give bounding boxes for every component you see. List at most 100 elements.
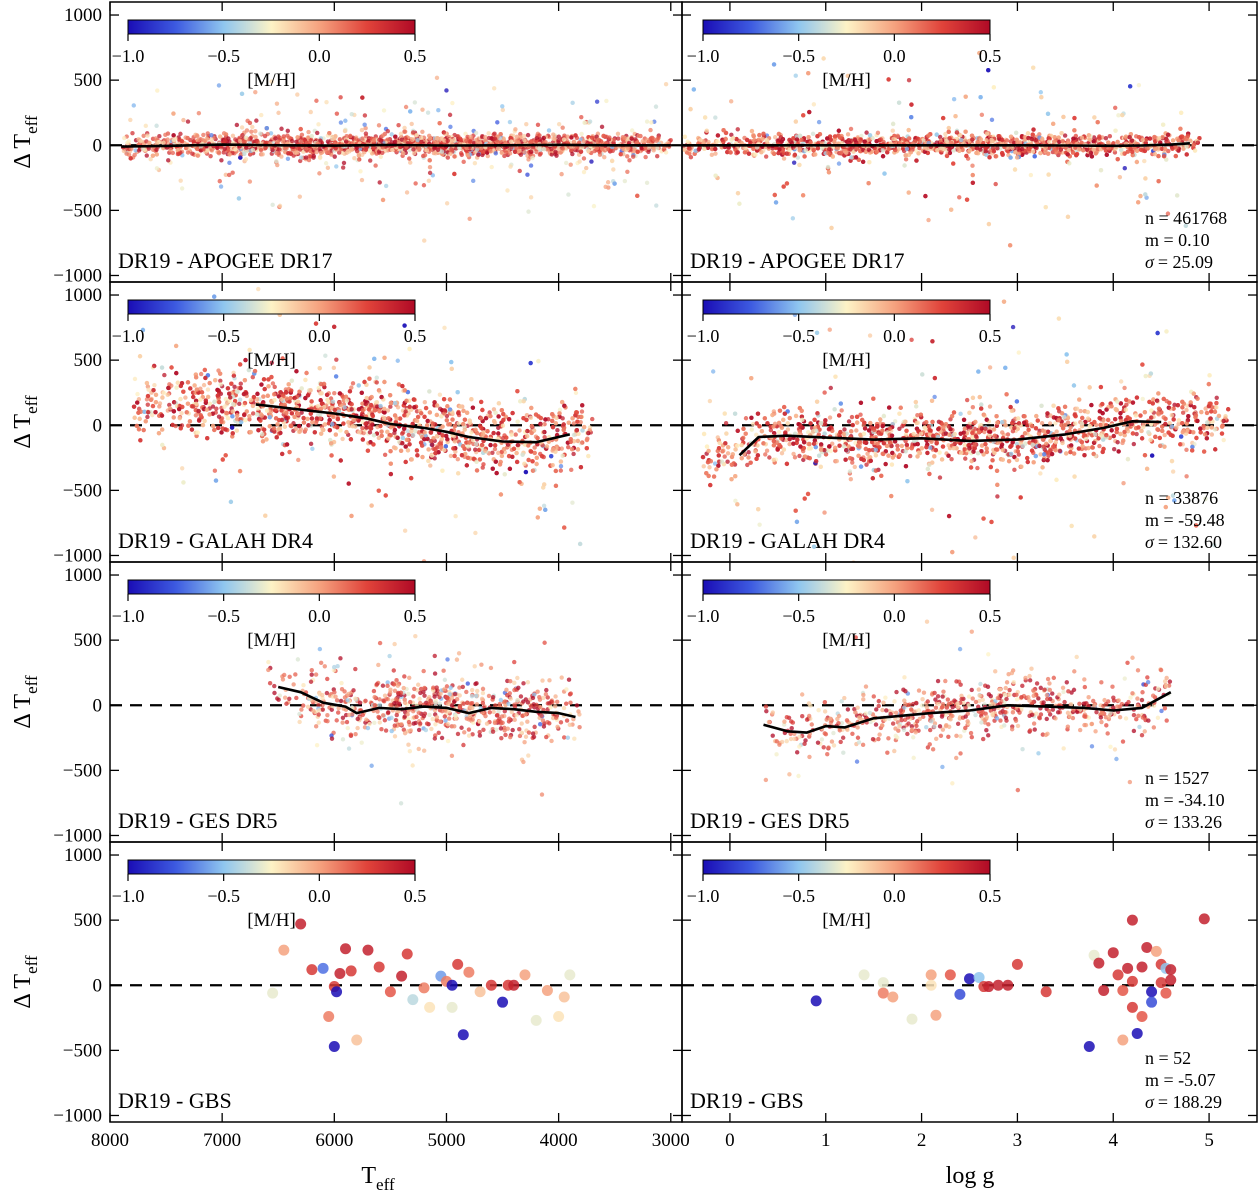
scatter-point bbox=[896, 100, 902, 105]
scatter-point bbox=[792, 152, 798, 158]
scatter-point bbox=[1052, 134, 1057, 140]
scatter-point bbox=[1135, 200, 1141, 205]
scatter-point bbox=[832, 134, 838, 139]
scatter-point bbox=[185, 150, 191, 155]
scatter-point bbox=[461, 159, 466, 165]
scatter-point bbox=[995, 146, 1000, 151]
scatter-point bbox=[990, 146, 996, 151]
scatter-point bbox=[434, 75, 440, 81]
scatter-point bbox=[938, 146, 944, 151]
scatter-point bbox=[295, 135, 300, 140]
scatter-point bbox=[1014, 155, 1020, 160]
scatter-point bbox=[1045, 111, 1051, 117]
scatter-point bbox=[1118, 147, 1124, 153]
scatter-point bbox=[1097, 136, 1102, 141]
scatter-point bbox=[445, 138, 450, 144]
scatter-point bbox=[983, 145, 988, 151]
scatter-point bbox=[311, 155, 316, 160]
scatter-point bbox=[166, 158, 171, 163]
scatter-point bbox=[1115, 139, 1120, 145]
scatter-point bbox=[1072, 115, 1077, 121]
scatter-point bbox=[1170, 138, 1176, 143]
scatter-point bbox=[312, 145, 318, 151]
scatter-point bbox=[760, 136, 765, 142]
scatter-point bbox=[1176, 148, 1181, 153]
scatter-point bbox=[299, 139, 304, 144]
scatter-point bbox=[560, 146, 565, 151]
scatter-point bbox=[226, 172, 232, 178]
scatter-point bbox=[163, 132, 168, 138]
scatter-point bbox=[902, 163, 907, 168]
scatter-point bbox=[448, 124, 453, 130]
scatter-point bbox=[776, 150, 781, 156]
scatter-point bbox=[582, 120, 587, 125]
scatter-point bbox=[635, 193, 640, 199]
scatter-point bbox=[790, 216, 796, 221]
scatter-point bbox=[441, 130, 447, 135]
scatter-point bbox=[549, 146, 554, 152]
scatter-point bbox=[422, 152, 428, 158]
scatter-point bbox=[609, 158, 615, 164]
scatter-point bbox=[517, 168, 522, 174]
scatter-point bbox=[471, 140, 477, 146]
scatter-point bbox=[195, 133, 200, 139]
scatter-point bbox=[500, 104, 505, 109]
scatter-point bbox=[1152, 146, 1158, 152]
scatter-point bbox=[909, 102, 914, 107]
scatter-point bbox=[389, 132, 394, 137]
scatter-point bbox=[584, 165, 589, 171]
scatter-point bbox=[802, 154, 807, 159]
scatter-point bbox=[859, 133, 864, 139]
scatter-point bbox=[218, 184, 224, 189]
scatter-point bbox=[1016, 151, 1022, 157]
scatter-point bbox=[1094, 183, 1099, 188]
scatter-point bbox=[1070, 150, 1076, 155]
scatter-point bbox=[185, 135, 190, 141]
colorbar-tick-label: 0.5 bbox=[979, 46, 1002, 66]
scatter-point bbox=[1128, 146, 1133, 151]
scatter-point bbox=[776, 131, 782, 137]
scatter-point bbox=[371, 145, 376, 151]
panel-data bbox=[110, 286, 682, 562]
scatter-point bbox=[791, 160, 797, 165]
scatter-point bbox=[1029, 137, 1035, 142]
scatter-point bbox=[492, 131, 497, 136]
scatter-point bbox=[318, 150, 324, 156]
scatter-point bbox=[242, 151, 247, 157]
scatter-point bbox=[408, 160, 413, 165]
scatter-point bbox=[279, 154, 284, 159]
scatter-point bbox=[334, 164, 339, 169]
scatter-point bbox=[546, 128, 552, 133]
scatter-point bbox=[906, 190, 911, 195]
scatter-point bbox=[338, 120, 344, 125]
scatter-point bbox=[1091, 135, 1097, 140]
scatter-point bbox=[1015, 140, 1020, 145]
scatter-point bbox=[1010, 145, 1015, 151]
scatter-point bbox=[304, 146, 309, 151]
scatter-point bbox=[136, 148, 142, 153]
scatter-point bbox=[964, 197, 970, 202]
scatter-point bbox=[990, 138, 995, 144]
scatter-point bbox=[243, 157, 249, 162]
scatter-point bbox=[866, 181, 871, 186]
scatter-point bbox=[475, 140, 480, 146]
scatter-point bbox=[572, 145, 577, 150]
scatter-point bbox=[435, 135, 440, 141]
scatter-point bbox=[867, 160, 872, 165]
scatter-point bbox=[373, 163, 378, 168]
scatter-point bbox=[482, 138, 488, 143]
scatter-point bbox=[688, 155, 694, 160]
scatter-point bbox=[171, 111, 176, 116]
scatter-point bbox=[1067, 161, 1072, 166]
scatter-point bbox=[427, 136, 433, 141]
scatter-point bbox=[566, 192, 571, 197]
scatter-point bbox=[687, 146, 692, 151]
scatter-point bbox=[903, 153, 908, 158]
scatter-point bbox=[663, 150, 669, 155]
scatter-point bbox=[530, 155, 535, 161]
scatter-point bbox=[185, 119, 191, 124]
scatter-point bbox=[140, 146, 146, 152]
scatter-point bbox=[1038, 150, 1043, 156]
colorbar-label: [M/H] bbox=[822, 70, 871, 91]
scatter-point bbox=[937, 134, 943, 140]
